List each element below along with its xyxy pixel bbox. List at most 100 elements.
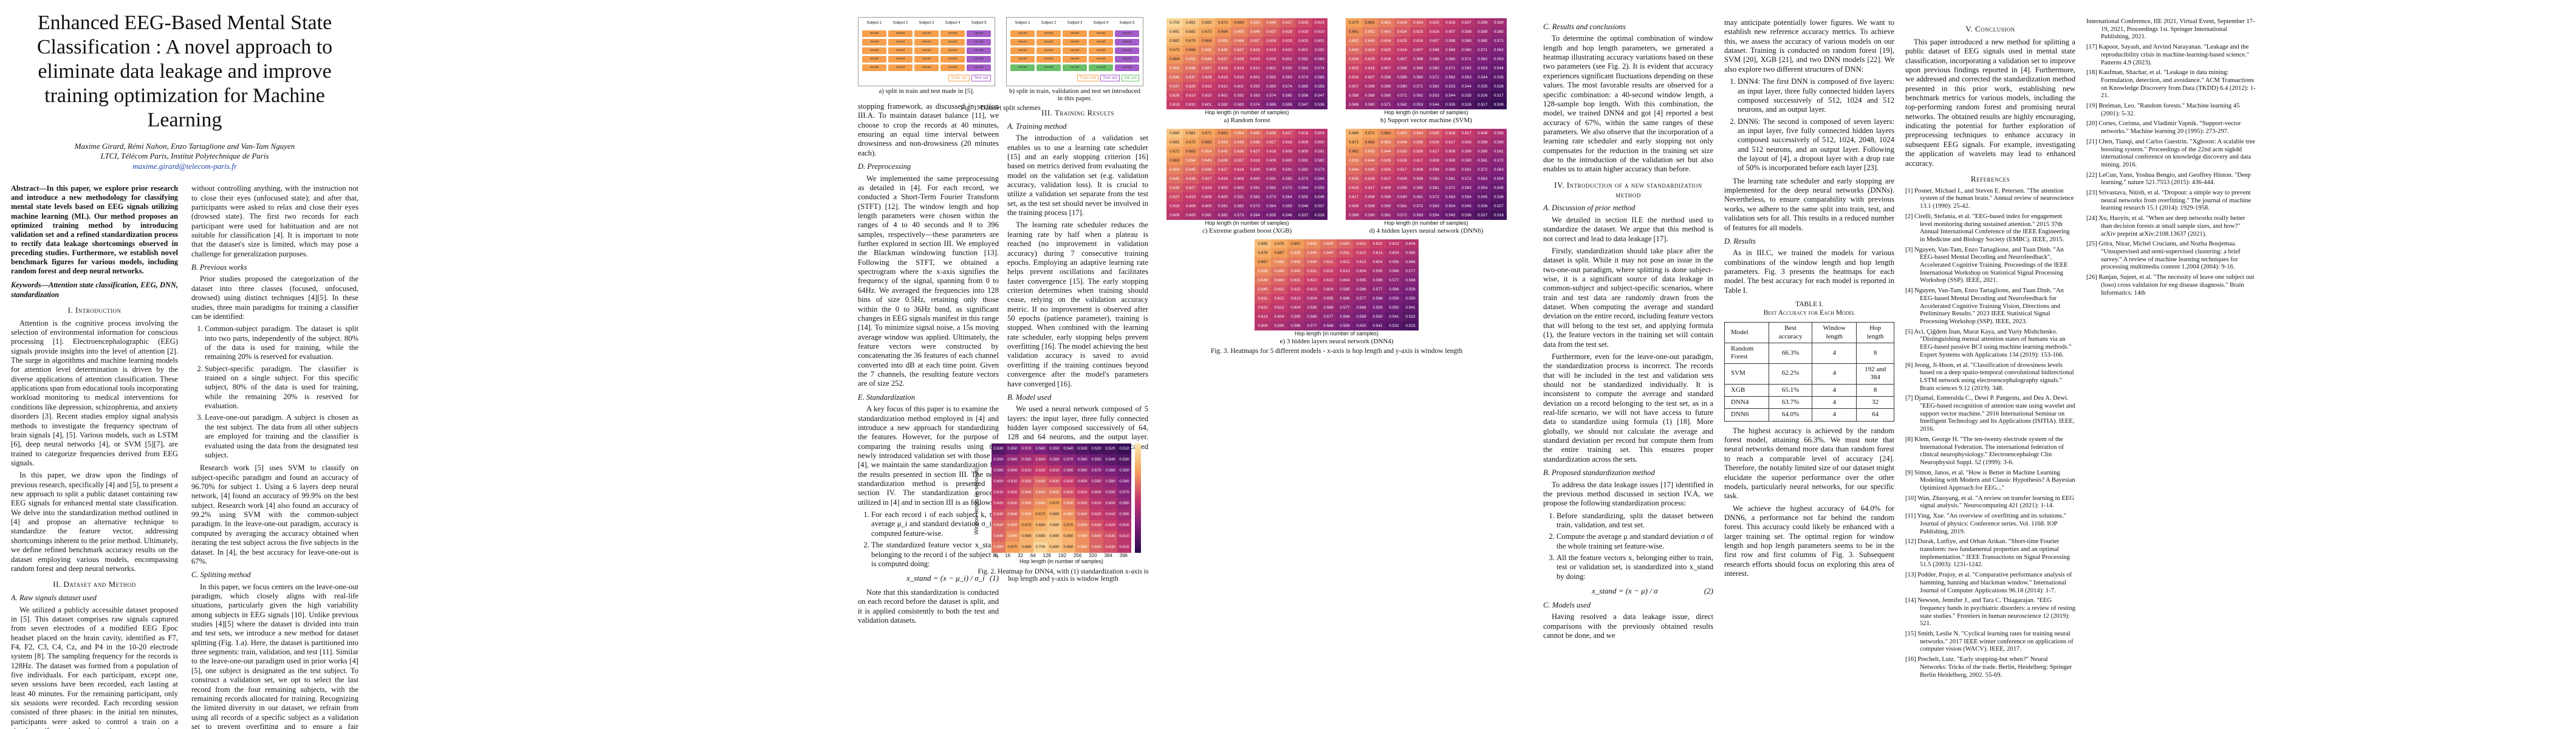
heatmap-cell: 0.598 bbox=[1442, 36, 1459, 46]
record-cell: record bbox=[940, 56, 965, 63]
heatmap-cell: 0.600 bbox=[1005, 465, 1019, 476]
subsection-heading: A. Training method bbox=[1007, 122, 1067, 131]
heatmap-cell: 0.653 bbox=[1362, 147, 1378, 156]
subject-header: Subject 5 bbox=[1119, 21, 1135, 25]
reference-item: [8] Klem, George H. "The ten-twenty elec… bbox=[1905, 436, 2064, 466]
figure-1b: Subject 1 Subject 2 Subject 3 Subject 4 Subj… bbox=[1006, 17, 1143, 102]
table-row: Random Forest 66.3% 4 8 bbox=[1724, 342, 1894, 364]
heatmap-cell: 0.572 bbox=[1490, 156, 1507, 165]
legend-item: Train set bbox=[1077, 75, 1098, 81]
heatmap-cell: 0.660 bbox=[1075, 542, 1089, 553]
paragraph: In this paper, we focus centers on the l… bbox=[191, 582, 358, 729]
equation-text: x_stand = (x − μ_i) / σ_i bbox=[906, 573, 985, 583]
heatmap-cell: 0.610 bbox=[1019, 465, 1033, 476]
heatmap-cell: 0.526 bbox=[1490, 82, 1507, 91]
heatmap-cell: 0.700 bbox=[1166, 18, 1183, 27]
heatmap-cell: 0.600 bbox=[1295, 147, 1312, 156]
panel-caption: a) Random forest bbox=[1224, 117, 1270, 124]
heatmap-cell: 0.646 bbox=[1263, 18, 1279, 27]
heatmap-cell: 0.640 bbox=[1271, 276, 1287, 285]
heatmap-cell: 0.670 bbox=[1033, 509, 1047, 520]
heatmap-cell: 0.637 bbox=[1182, 73, 1199, 82]
heatmap-cell: 0.601 bbox=[1247, 73, 1263, 82]
heatmap-cell: 0.550 bbox=[1369, 312, 1386, 321]
heatmap-cell: 0.598 bbox=[1394, 64, 1410, 73]
heatmap-cell: 0.663 bbox=[1166, 156, 1183, 165]
heatmap-cell: 0.600 bbox=[1199, 202, 1215, 211]
heatmap-cell: 0.609 bbox=[1311, 129, 1327, 138]
heatmap-cell: 0.636 bbox=[1214, 156, 1231, 165]
heatmap-cell: 0.572 bbox=[1458, 174, 1475, 183]
heatmap-cell: 0.626 bbox=[1410, 147, 1427, 156]
heatmap-cell: 0.640 bbox=[992, 520, 1005, 531]
heatmap-cell: 0.546 bbox=[1311, 193, 1327, 202]
subsection-heading: C. Splitting method bbox=[191, 570, 251, 580]
heatmap-cell: 0.607 bbox=[1442, 27, 1459, 36]
heatmap-cell: 0.660 bbox=[1033, 498, 1047, 509]
x-tick-label: 8 bbox=[995, 553, 998, 558]
reference-item: [15] Smith, Leslie N. "Cyclical learning… bbox=[1905, 631, 2074, 653]
heatmap-cell: 0.625 bbox=[1410, 27, 1427, 36]
heatmap-cell: 0.676 bbox=[1255, 248, 1271, 258]
heatmap-cell: 0.634 bbox=[1378, 36, 1394, 46]
section-heading: V. Conclusion bbox=[1965, 24, 2015, 33]
heatmap-cell: 0.680 bbox=[1047, 509, 1061, 520]
fig3-panel: 0.700 0.691 0.682 0.673 0.664 0.655 0.646 0.637… bbox=[1166, 18, 1327, 124]
heatmap-cell: 0.546 bbox=[1279, 211, 1295, 220]
heatmap-cell: 0.568 bbox=[1386, 285, 1402, 294]
paragraph: Prior studies proposed the categorizatio… bbox=[191, 275, 358, 321]
heatmap-cell: 0.571 bbox=[1442, 64, 1459, 73]
heatmap-cell: 0.655 bbox=[1247, 18, 1263, 27]
heatmap-cell: 0.650 bbox=[1075, 520, 1089, 531]
list-item: Leave-one-out paradigm. A subject is cho… bbox=[205, 413, 358, 460]
heatmap-cell: 0.609 bbox=[1295, 138, 1312, 147]
subsection-heading: A. Raw signals dataset used bbox=[11, 594, 97, 603]
heatmap-cell: 0.526 bbox=[1458, 100, 1475, 109]
heatmap-cell: 0.570 bbox=[1019, 443, 1033, 454]
heatmap-cell: 0.568 bbox=[1369, 294, 1386, 303]
heatmap-cell: 0.670 bbox=[1047, 498, 1061, 509]
heatmap-cell: 0.581 bbox=[1490, 147, 1507, 156]
heatmap-cell: 0.680 bbox=[1019, 531, 1033, 542]
fig3-panel: 0.670 0.661 0.652 0.643 0.634 0.625 0.616 0.607… bbox=[1346, 18, 1507, 124]
reference-item: [9] Simon, Janos, et al. "How is Better … bbox=[1905, 469, 2075, 492]
fig3-grid: 0.700 0.691 0.682 0.673 0.664 0.655 0.646 0.637… bbox=[1166, 18, 1507, 345]
heatmap-cell: 0.562 bbox=[1442, 73, 1459, 82]
legend-item: Train set bbox=[948, 75, 970, 81]
heatmap-cell: 0.646 bbox=[1166, 73, 1183, 82]
subsection-heading: B. Model used bbox=[1007, 392, 1052, 402]
heatmap-cell: 0.622 bbox=[1369, 239, 1386, 248]
heatmap-cell: 0.637 bbox=[1214, 55, 1231, 64]
heatmap-cell: 0.682 bbox=[1199, 18, 1215, 27]
heatmap-cell: 0.613 bbox=[1320, 276, 1337, 285]
heatmap-cell: 0.550 bbox=[1386, 303, 1402, 312]
emails[interactable]: maxime.girard@telecom-paris.fr bbox=[132, 162, 237, 171]
panel-caption: c) Extreme gradient boost (XGB) bbox=[1202, 227, 1292, 234]
heatmap-cell: 0.654 bbox=[1199, 147, 1215, 156]
heatmap-cell: 0.589 bbox=[1442, 46, 1459, 55]
reference-item: [11] Ying, Xue. "An overview of overfitt… bbox=[1905, 513, 2067, 535]
heatmap-cell: 0.582 bbox=[1214, 211, 1231, 220]
record-cell: record bbox=[967, 39, 991, 46]
heatmap-cell: 0.598 bbox=[1458, 27, 1475, 36]
heatmap-cell: 0.590 bbox=[1458, 156, 1475, 165]
heatmap-cell: 0.520 bbox=[1103, 443, 1117, 454]
heatmap-cell: 0.600 bbox=[1263, 165, 1279, 174]
column-8: International Conference, IIE 2021, Virt… bbox=[2086, 18, 2256, 729]
heatmap-cell: 0.643 bbox=[1394, 18, 1410, 27]
heatmap-cell: 0.547 bbox=[1311, 91, 1327, 100]
heatmap-cell: 0.574 bbox=[1247, 100, 1263, 109]
heatmap-cell: 0.635 bbox=[1426, 129, 1442, 138]
heatmap-cell: 0.554 bbox=[1426, 211, 1442, 220]
heatmap-cell: 0.553 bbox=[1426, 91, 1442, 100]
section-heading: IV. Introduction of a new standardizatio… bbox=[1554, 180, 1702, 199]
record-cell: record bbox=[1115, 39, 1139, 46]
table-number: TABLE I. bbox=[1795, 301, 1823, 309]
heatmap-cell: 0.544 bbox=[1458, 82, 1475, 91]
heatmap-cell: 0.628 bbox=[1295, 18, 1312, 27]
table-cell: 4 bbox=[1812, 363, 1857, 385]
heatmap-cell: 0.580 bbox=[1410, 73, 1427, 82]
authors-block: Maxime Girard, Rémi Nahon, Enzo Tartagli… bbox=[11, 142, 358, 173]
heatmap-cell: 0.680 bbox=[1019, 542, 1033, 553]
table-row: DNN6 64.0% 4 64 bbox=[1724, 408, 1894, 422]
